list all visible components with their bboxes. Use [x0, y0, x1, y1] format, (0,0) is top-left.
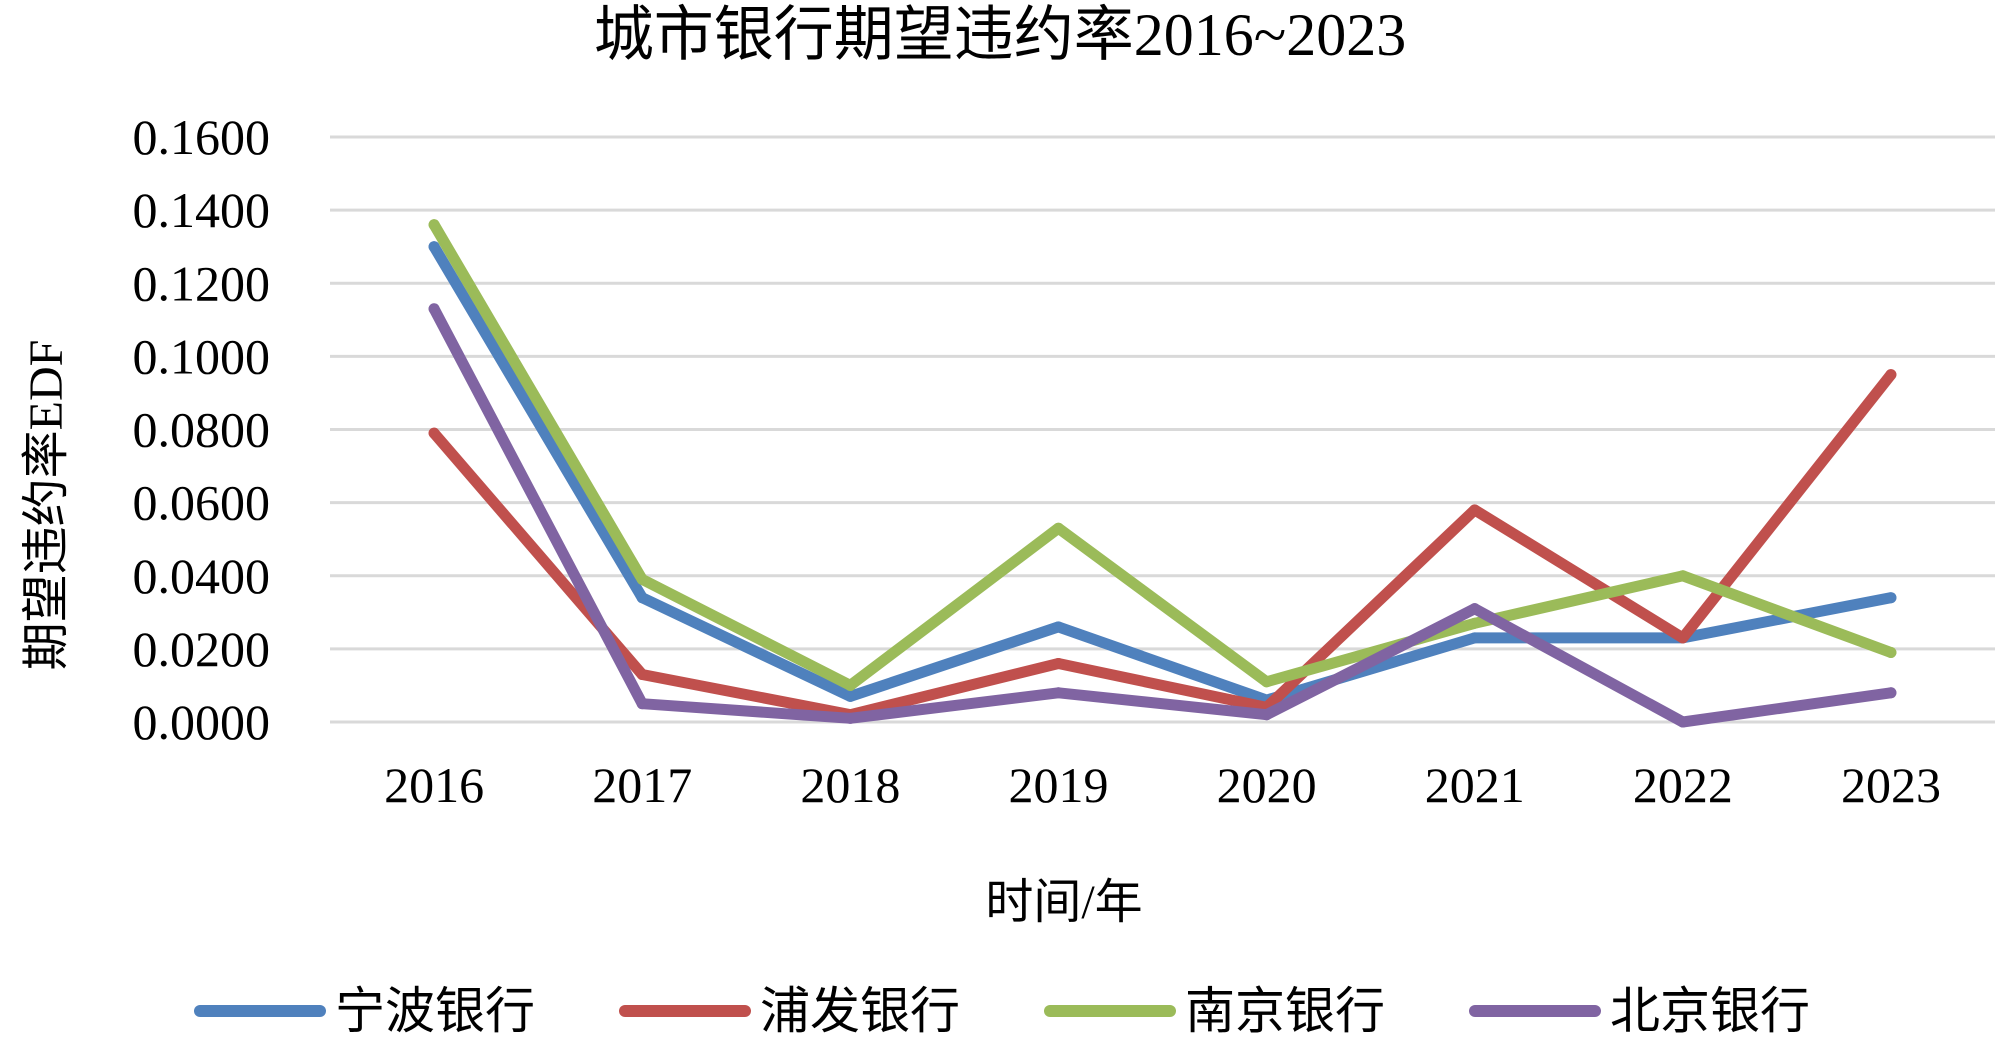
legend-item: 北京银行 [1469, 983, 1810, 1039]
gridlines [330, 135, 1995, 724]
legend: 宁波银行 浦发银行 南京银行 北京银行 [194, 983, 1810, 1039]
x-tick-label: 2021 [1425, 757, 1525, 813]
data-point [1677, 632, 1689, 644]
x-axis-title: 时间/年 [985, 876, 1142, 929]
data-point [1052, 687, 1064, 699]
legend-item: 浦发银行 [619, 983, 960, 1039]
data-point [636, 698, 648, 710]
data-point [1885, 592, 1897, 604]
legend-label: 南京银行 [1185, 983, 1385, 1039]
x-tick-label: 2023 [1841, 757, 1941, 813]
data-point [844, 712, 856, 724]
y-tick-label: 0.0400 [133, 548, 271, 604]
data-point [428, 303, 440, 315]
x-tick-label: 2020 [1217, 757, 1317, 813]
data-point [1677, 716, 1689, 728]
data-point [428, 427, 440, 439]
series-line-0 [428, 241, 1897, 706]
legend-label: 北京银行 [1610, 983, 1810, 1039]
data-point [1261, 676, 1273, 688]
data-point [1885, 369, 1897, 381]
data-point [636, 592, 648, 604]
y-tick-label: 0.0200 [133, 621, 271, 677]
y-tick-label: 0.0000 [133, 694, 271, 750]
y-tick-label: 0.1600 [133, 109, 271, 165]
data-point [636, 573, 648, 585]
series-line-2 [428, 219, 1897, 691]
x-axis-ticks: 2016 2017 2018 2019 2020 2021 2022 2023 [384, 757, 1941, 813]
data-point [1885, 687, 1897, 699]
data-point [1469, 632, 1481, 644]
x-tick-label: 2019 [1008, 757, 1108, 813]
data-point [1469, 617, 1481, 629]
series-line-3 [428, 303, 1897, 728]
data-point [428, 219, 440, 231]
legend-item: 南京银行 [1044, 983, 1385, 1039]
x-tick-label: 2022 [1633, 757, 1733, 813]
data-point [1469, 504, 1481, 516]
data-point [844, 679, 856, 691]
y-tick-label: 0.0800 [133, 402, 271, 458]
data-point [1052, 522, 1064, 534]
data-point [1261, 709, 1273, 721]
data-point [636, 668, 648, 680]
data-point [1469, 603, 1481, 615]
legend-label: 浦发银行 [760, 983, 960, 1039]
data-point [844, 690, 856, 702]
x-tick-label: 2016 [384, 757, 484, 813]
legend-item: 宁波银行 [194, 983, 535, 1039]
data-point [1677, 570, 1689, 582]
chart-title: 城市银行期望违约率2016~2023 [594, 2, 1406, 68]
y-tick-label: 0.1400 [133, 182, 271, 238]
x-tick-label: 2018 [800, 757, 900, 813]
y-axis-title: 期望违约率EDF [20, 340, 73, 671]
series-lines [428, 219, 1897, 728]
y-tick-label: 0.1000 [133, 328, 271, 384]
data-point [1885, 647, 1897, 659]
y-axis-ticks: 0.0000 0.0200 0.0400 0.0600 0.0800 0.1000 0.12… [133, 109, 271, 750]
data-point [1052, 658, 1064, 669]
data-point [1052, 621, 1064, 633]
x-tick-label: 2017 [592, 757, 692, 813]
y-tick-label: 0.1200 [133, 255, 271, 311]
data-point [428, 241, 440, 253]
series-line-1 [428, 369, 1897, 721]
y-tick-label: 0.0600 [133, 475, 271, 531]
legend-label: 宁波银行 [335, 983, 535, 1039]
